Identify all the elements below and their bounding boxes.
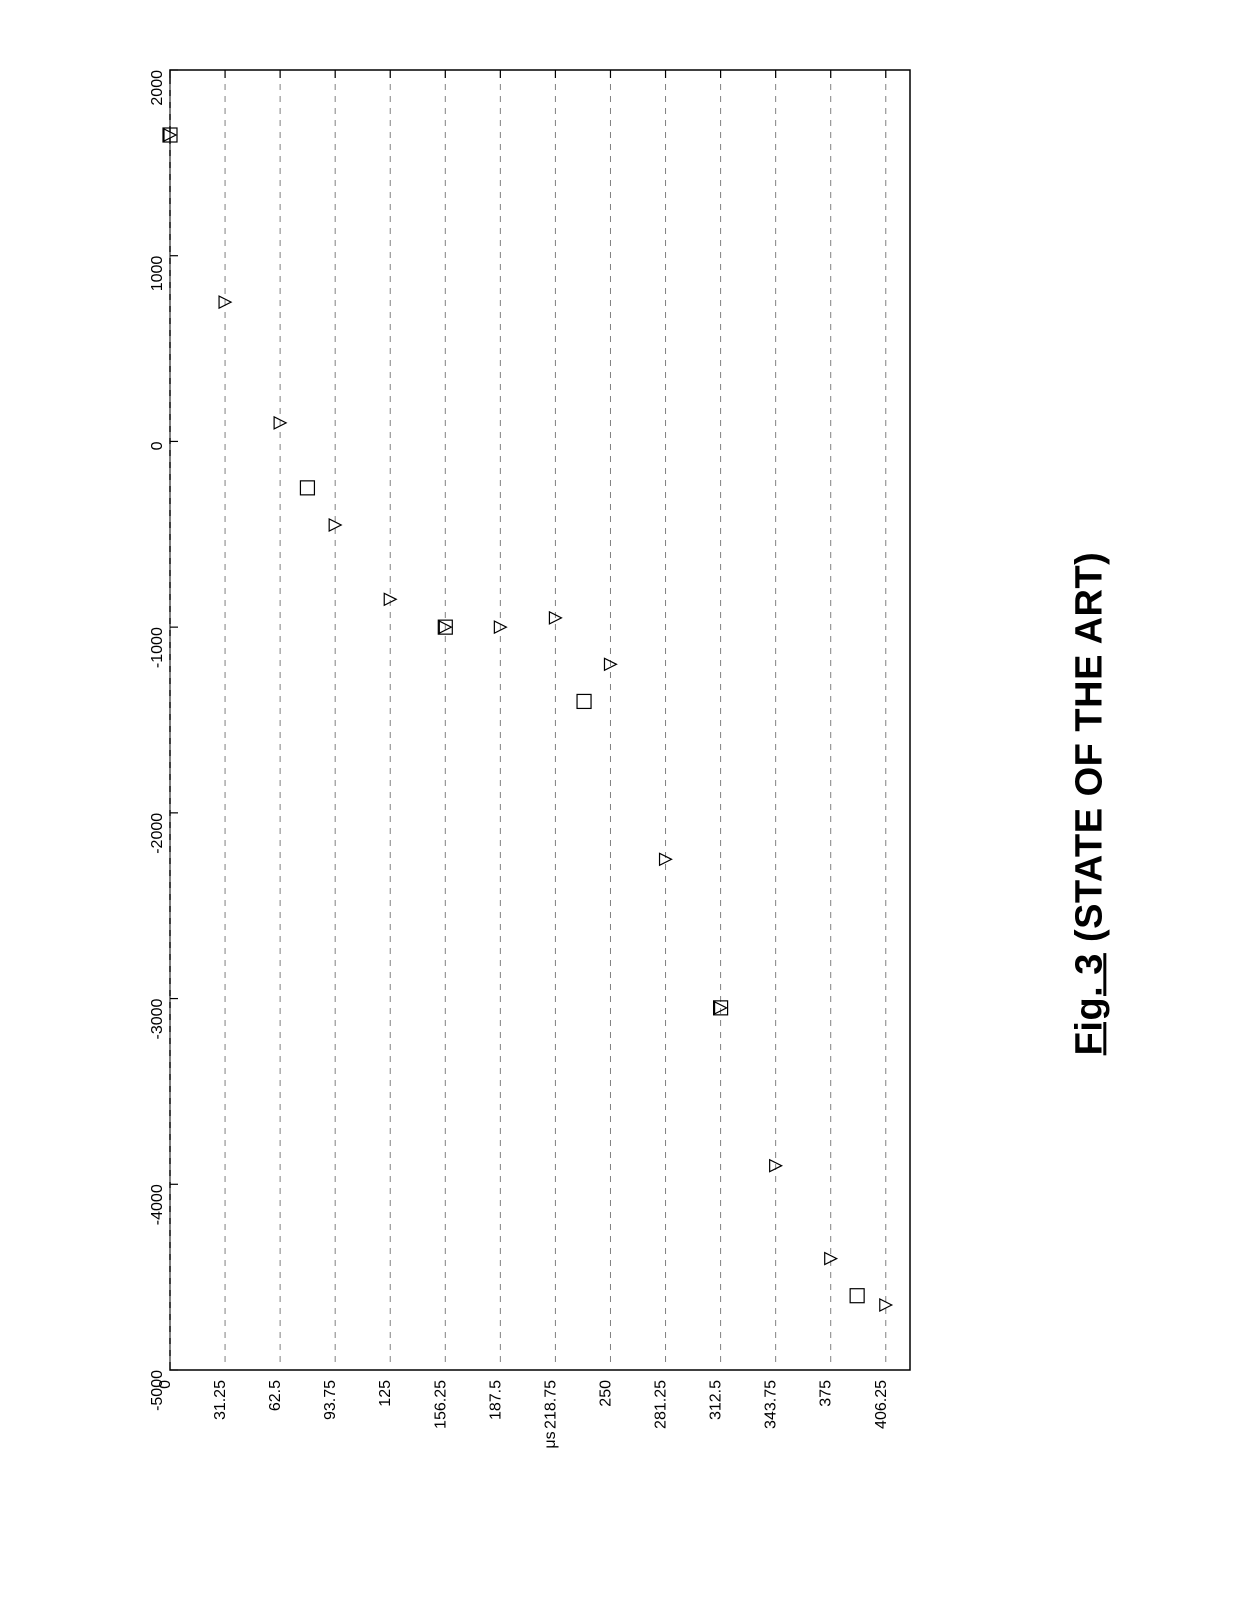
y-tick-label: -3000 (149, 998, 166, 1039)
x-axis-label: μs (542, 1431, 559, 1448)
figure-number: Fig. 3 (1069, 953, 1111, 1055)
x-tick-label: 406.25 (873, 1380, 890, 1429)
x-tick-label: 156.25 (432, 1380, 449, 1429)
x-tick-label: 31.25 (212, 1380, 229, 1420)
x-tick-label: 375 (818, 1380, 835, 1407)
figure-caption-container: Fig. 3 (STATE OF THE ART) (960, 0, 1220, 1606)
y-tick-label: -2000 (149, 813, 166, 854)
x-tick-label: 125 (377, 1380, 394, 1407)
x-tick-label: 343.75 (763, 1380, 780, 1429)
x-tick-label: 312.5 (708, 1380, 725, 1420)
figure-caption: Fig. 3 (STATE OF THE ART) (1069, 551, 1112, 1055)
x-tick-label: 218.75 (542, 1380, 559, 1429)
figure-subtitle: (STATE OF THE ART) (1069, 551, 1111, 952)
y-tick-label: 2000 (149, 70, 166, 106)
x-tick-label: 62.5 (267, 1380, 284, 1411)
y-tick-label: 1000 (149, 256, 166, 292)
x-tick-label: 187.5 (487, 1380, 504, 1420)
y-tick-label: -1000 (149, 627, 166, 668)
y-tick-label: -4000 (149, 1184, 166, 1225)
x-tick-label: 93.75 (322, 1380, 339, 1420)
scatter-chart: 0 31.25 62.5 93.75 125 156.25 187.5 218.75 250 28… (110, 60, 930, 1470)
page: 0 31.25 62.5 93.75 125 156.25 187.5 218.75 250 28… (0, 0, 1240, 1606)
y-tick-label: 0 (149, 441, 166, 450)
y-tick-label: -5000 (149, 1370, 166, 1411)
x-tick-label: 250 (597, 1380, 614, 1407)
chart-container: 031.2562.593.75125156.25187.5218.7525028… (110, 60, 930, 1410)
x-tick-label: 281.25 (653, 1380, 670, 1429)
